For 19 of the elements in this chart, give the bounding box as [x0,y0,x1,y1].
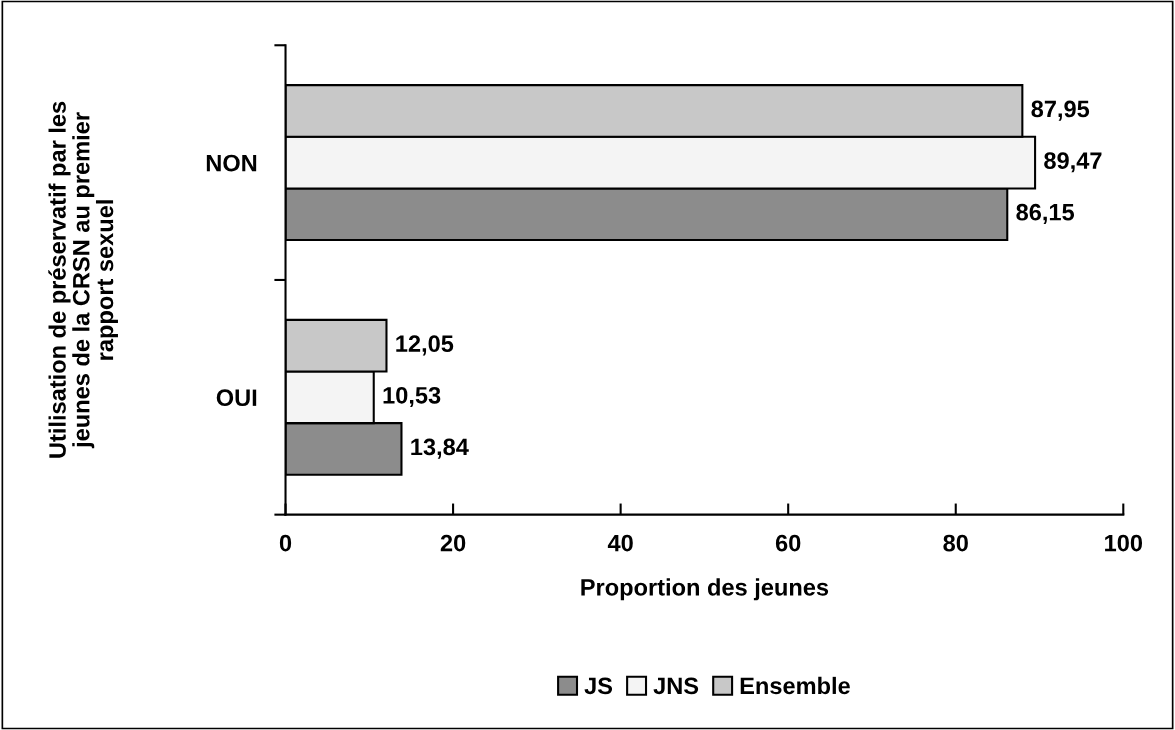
x-axis-title: Proportion des jeunes [581,578,829,601]
y-tick-label: OUI [216,389,257,407]
x-tick-label: 100 [1105,534,1143,552]
y-tick-label: NON [206,154,257,172]
y-axis-title: Utilisation de préservatif par les jeunes de la CRSN au premier rapport sexuel [48,101,118,458]
legend-label: JS [584,677,613,695]
data-label: 89,47 [1044,152,1102,173]
x-tick-label: 20 [440,534,466,552]
x-tick-label: 60 [775,534,801,552]
data-label: 86,15 [1016,203,1075,224]
data-label: 12,05 [396,335,454,356]
x-tick-label: 40 [607,534,633,552]
data-label: 10,53 [383,386,441,408]
data-label: 13,84 [411,438,469,459]
x-tick-label: 0 [279,534,292,552]
x-tick-label: 80 [943,534,968,552]
legend-label: Ensemble [740,676,850,695]
legend-label: JNS [653,677,699,695]
data-label: 87,95 [1031,100,1090,121]
